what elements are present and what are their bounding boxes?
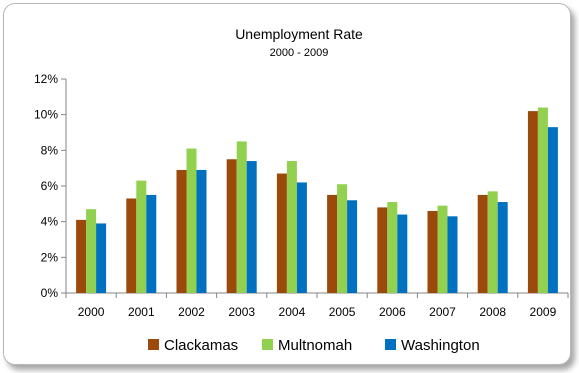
- legend-label-clackamas: Clackamas: [164, 337, 238, 354]
- bar-washington-2006: [397, 214, 408, 293]
- legend-label-multnomah: Multnomah: [278, 337, 352, 354]
- bar-washington-2000: [96, 223, 107, 293]
- x-tick-label: 2003: [228, 305, 255, 319]
- x-tick-labels: 2000 2001 2002 2003 2004 2005 2006 2007 2008 2009: [78, 305, 557, 319]
- bar-multnomah-2000: [86, 209, 97, 293]
- y-tick-labels: 0% 2% 4% 6% 8% 10% 12%: [34, 72, 58, 300]
- y-tick-label: 12%: [34, 72, 58, 86]
- bar-clackamas-2007: [427, 210, 438, 293]
- bar-multnomah-2004: [286, 161, 297, 293]
- bar-clackamas-2004: [276, 173, 287, 293]
- bar-multnomah-2001: [136, 180, 147, 293]
- legend-swatch-multnomah: [262, 339, 273, 350]
- bar-clackamas-2001: [126, 198, 137, 293]
- bar-clackamas-2006: [377, 207, 388, 293]
- chart-title: Unemployment Rate: [235, 26, 363, 42]
- bar-washington-2005: [347, 200, 358, 293]
- y-tick-label: 2%: [41, 250, 59, 264]
- bar-multnomah-2003: [236, 141, 247, 293]
- legend: Clackamas Multnomah Washington: [148, 337, 480, 354]
- bar-clackamas-2008: [477, 194, 488, 293]
- bar-multnomah-2008: [487, 191, 498, 293]
- bar-multnomah-2009: [537, 107, 548, 294]
- bars: [76, 107, 558, 294]
- bar-multnomah-2005: [337, 184, 348, 293]
- x-tick-label: 2004: [279, 305, 306, 319]
- y-tick-label: 6%: [41, 179, 59, 193]
- bar-multnomah-2007: [437, 205, 448, 293]
- x-tick-label: 2005: [329, 305, 356, 319]
- y-tick-label: 10%: [34, 108, 58, 122]
- legend-swatch-washington: [385, 339, 396, 350]
- x-tick-label: 2008: [479, 305, 506, 319]
- x-tick-label: 2001: [128, 305, 155, 319]
- legend-swatch-clackamas: [148, 339, 159, 350]
- x-tick-label: 2000: [78, 305, 105, 319]
- y-tick-label: 8%: [41, 143, 59, 157]
- bar-washington-2007: [447, 216, 458, 293]
- bar-washington-2003: [246, 161, 257, 293]
- bar-multnomah-2002: [186, 148, 197, 293]
- bar-washington-2001: [146, 194, 157, 293]
- x-tick-label: 2006: [379, 305, 406, 319]
- x-tick-label: 2009: [530, 305, 557, 319]
- bar-clackamas-2003: [226, 159, 237, 293]
- x-tick-label: 2002: [178, 305, 205, 319]
- y-tick-label: 0%: [41, 286, 59, 300]
- bar-clackamas-2005: [327, 194, 338, 293]
- y-tick-label: 4%: [41, 215, 59, 229]
- bar-washington-2008: [497, 202, 508, 293]
- bar-washington-2002: [196, 169, 207, 293]
- bar-washington-2004: [296, 182, 307, 293]
- legend-label-washington: Washington: [401, 337, 480, 354]
- x-tick-label: 2007: [429, 305, 456, 319]
- bar-clackamas-2002: [176, 169, 187, 293]
- bar-clackamas-2000: [76, 219, 87, 293]
- bar-multnomah-2006: [387, 202, 398, 293]
- bar-washington-2009: [547, 127, 558, 294]
- bar-clackamas-2009: [527, 111, 538, 293]
- chart-subtitle: 2000 - 2009: [270, 47, 329, 59]
